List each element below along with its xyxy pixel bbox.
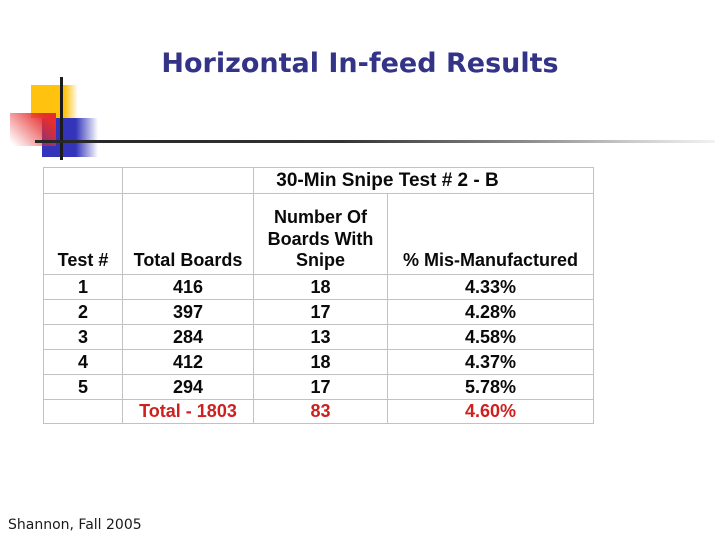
table-cell: 294: [122, 374, 254, 400]
table-total-row: Total - 1803 83 4.60%: [43, 399, 595, 424]
table-cell: 18: [253, 274, 388, 300]
table-cell: 284: [122, 324, 254, 350]
table-cell-empty: [43, 399, 123, 424]
slide-title: Horizontal In-feed Results: [161, 48, 559, 79]
decoration-vertical-line: [60, 77, 63, 160]
table-cell: 18: [253, 349, 388, 375]
table-cell-empty: [43, 167, 123, 194]
total-snipe-cell: 83: [253, 399, 388, 424]
table-row: 5 294 17 5.78%: [43, 374, 595, 400]
column-header-mis-manufactured: % Mis-Manufactured: [386, 193, 595, 275]
table-cell: 2: [43, 299, 123, 325]
table-row: 2 397 17 4.28%: [43, 299, 595, 325]
table-cell: 397: [122, 299, 254, 325]
column-header-test-number: Test #: [43, 193, 123, 275]
results-table: 30-Min Snipe Test # 2 - B Test # Total B…: [43, 167, 595, 424]
table-cell: 1: [43, 274, 123, 300]
footer-credit: Shannon, Fall 2005: [8, 517, 142, 533]
table-cell: 5: [43, 374, 123, 400]
table-cell-empty: [122, 167, 254, 194]
total-boards-cell: Total - 1803: [122, 399, 254, 424]
total-percent-cell: 4.60%: [386, 399, 595, 424]
table-header-row: Test # Total Boards Number Of Boards Wit…: [43, 193, 595, 275]
table-title: 30-Min Snipe Test # 2 - B: [252, 167, 595, 194]
table-cell: 412: [122, 349, 254, 375]
table-cell: 3: [43, 324, 123, 350]
table-title-row: 30-Min Snipe Test # 2 - B: [43, 167, 595, 194]
column-header-total-boards: Total Boards: [122, 193, 254, 275]
table-row: 1 416 18 4.33%: [43, 274, 595, 300]
table-cell: 13: [253, 324, 388, 350]
table-cell: 17: [253, 299, 388, 325]
table-cell: 4.58%: [386, 324, 595, 350]
table-cell: 5.78%: [386, 374, 595, 400]
decoration-yellow-square: [31, 85, 78, 118]
table-cell: 4.28%: [386, 299, 595, 325]
decoration-horizontal-rule: [35, 140, 715, 143]
table-cell: 416: [122, 274, 254, 300]
column-header-boards-with-snipe: Number Of Boards With Snipe: [253, 193, 388, 275]
table-cell: 4.37%: [386, 349, 595, 375]
table-cell: 17: [253, 374, 388, 400]
table-row: 4 412 18 4.37%: [43, 349, 595, 375]
table-cell: 4: [43, 349, 123, 375]
table-cell: 4.33%: [386, 274, 595, 300]
table-row: 3 284 13 4.58%: [43, 324, 595, 350]
